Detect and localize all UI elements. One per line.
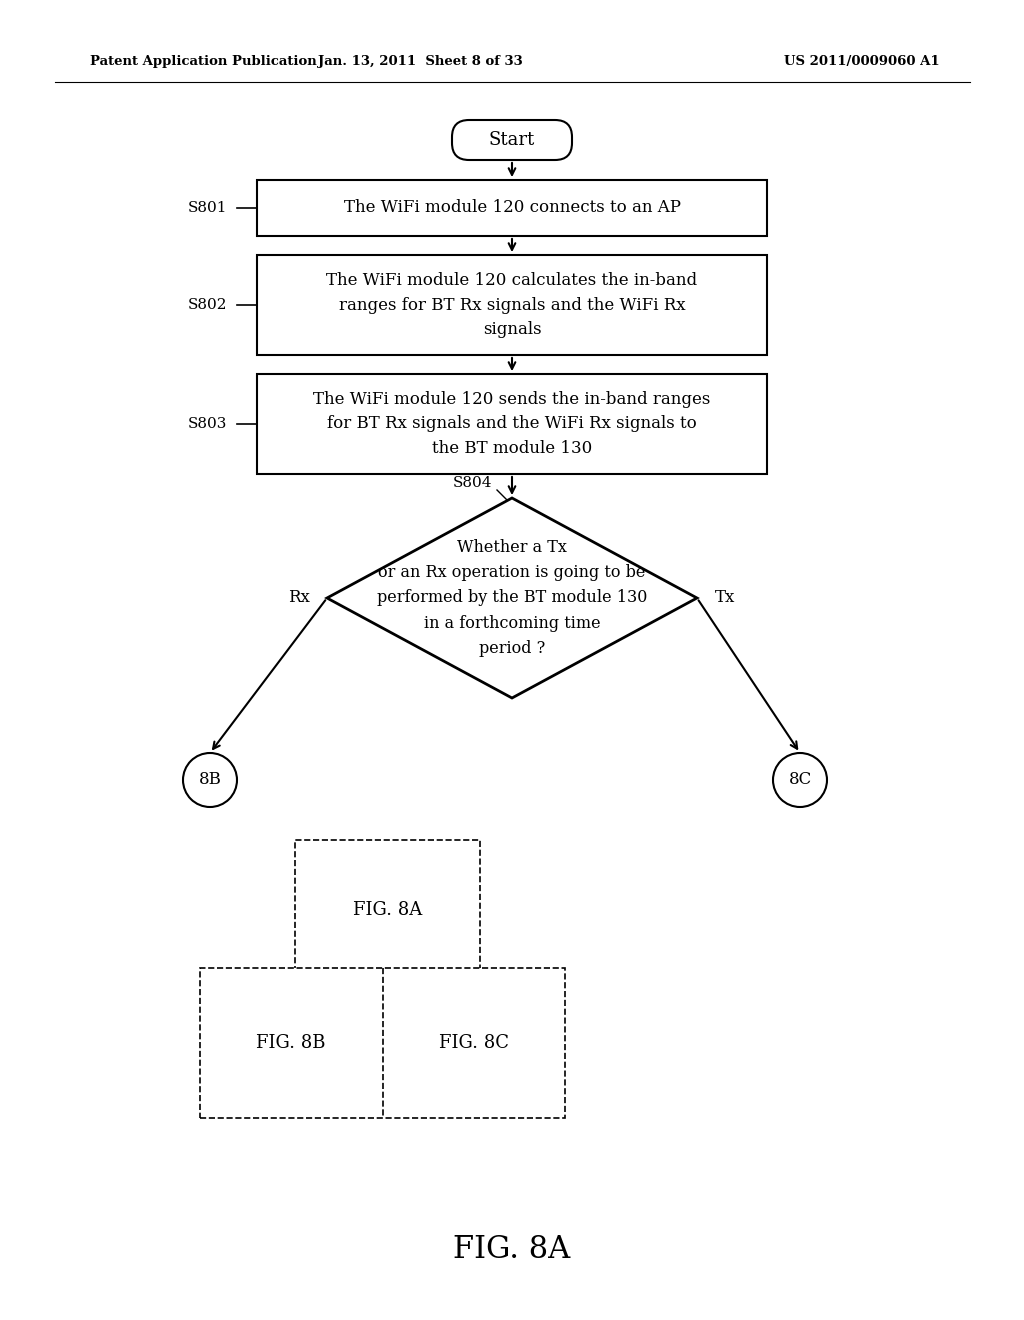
- Text: S802: S802: [187, 298, 227, 312]
- Text: Start: Start: [488, 131, 536, 149]
- Text: Rx: Rx: [288, 590, 310, 606]
- FancyBboxPatch shape: [452, 120, 572, 160]
- Bar: [295, 840, 480, 979]
- Text: Jan. 13, 2011  Sheet 8 of 33: Jan. 13, 2011 Sheet 8 of 33: [317, 55, 522, 69]
- Text: Whether a Tx
or an Rx operation is going to be
performed by the BT module 130
in: Whether a Tx or an Rx operation is going…: [377, 539, 647, 657]
- Text: Tx: Tx: [715, 590, 735, 606]
- Text: Patent Application Publication: Patent Application Publication: [90, 55, 316, 69]
- Text: FIG. 8C: FIG. 8C: [438, 1034, 509, 1052]
- Text: The WiFi module 120 calculates the in-band
ranges for BT Rx signals and the WiFi: The WiFi module 120 calculates the in-ba…: [327, 272, 697, 338]
- Text: S801: S801: [187, 201, 227, 215]
- Text: 8C: 8C: [788, 771, 812, 788]
- Text: FIG. 8A: FIG. 8A: [353, 902, 422, 919]
- Text: 8B: 8B: [199, 771, 221, 788]
- Circle shape: [183, 752, 237, 807]
- Text: The WiFi module 120 sends the in-band ranges
for BT Rx signals and the WiFi Rx s: The WiFi module 120 sends the in-band ra…: [313, 391, 711, 457]
- Polygon shape: [327, 498, 697, 698]
- Text: The WiFi module 120 connects to an AP: The WiFi module 120 connects to an AP: [343, 199, 681, 216]
- Text: FIG. 8A: FIG. 8A: [454, 1234, 570, 1266]
- Text: US 2011/0009060 A1: US 2011/0009060 A1: [784, 55, 940, 69]
- Bar: [200, 968, 565, 1118]
- Text: S804: S804: [453, 477, 492, 490]
- Bar: [257, 374, 767, 474]
- Bar: [257, 255, 767, 355]
- Text: S803: S803: [187, 417, 227, 432]
- Text: FIG. 8B: FIG. 8B: [256, 1034, 326, 1052]
- Bar: [257, 180, 767, 236]
- Circle shape: [773, 752, 827, 807]
